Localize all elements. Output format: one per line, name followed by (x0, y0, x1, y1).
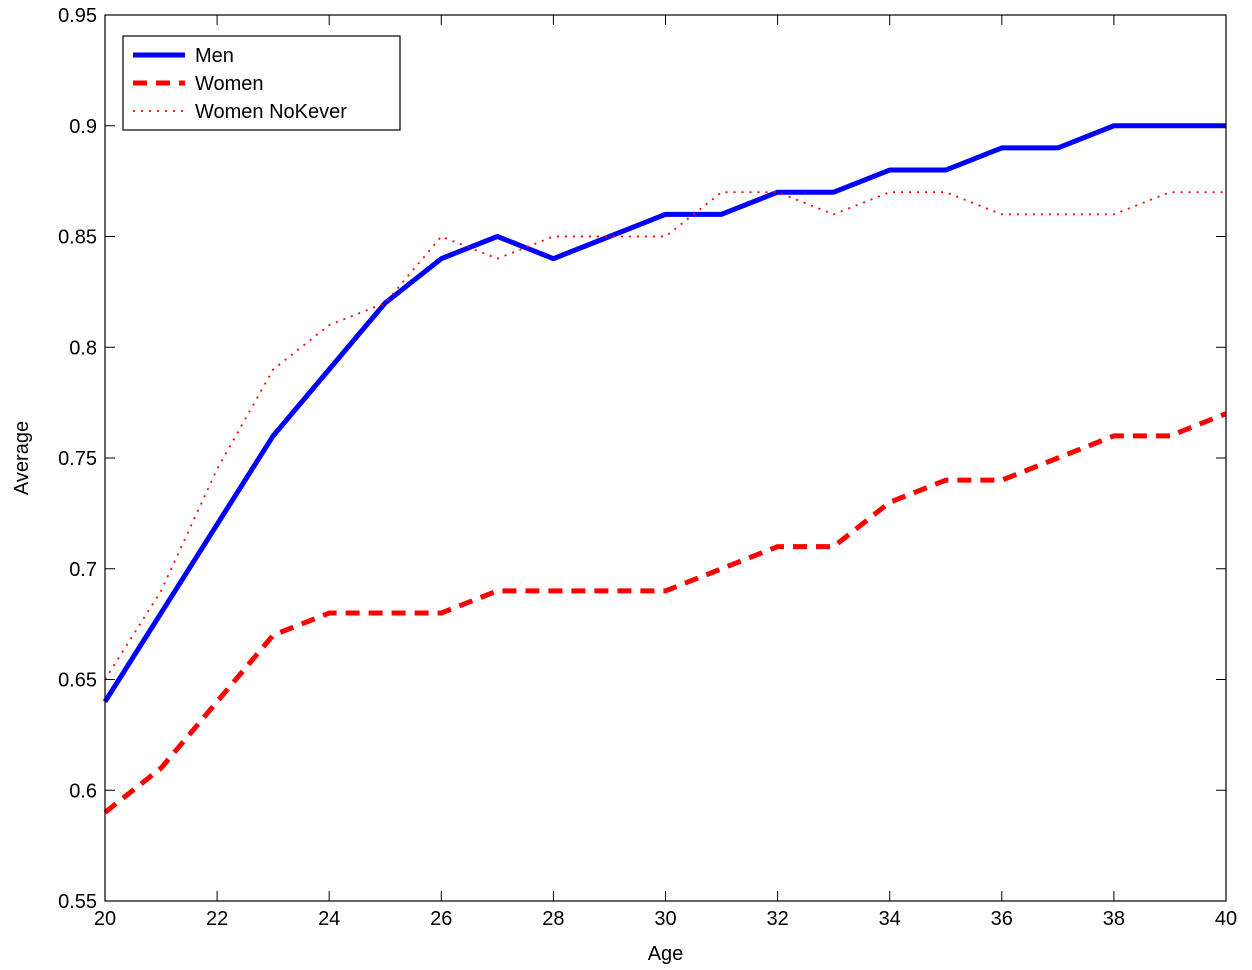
x-tick-label: 32 (766, 908, 788, 930)
y-tick-label: 0.7 (69, 559, 97, 581)
x-tick-label: 20 (94, 908, 116, 930)
y-tick-label: 0.75 (58, 448, 97, 470)
y-tick-label: 0.65 (58, 670, 97, 692)
plot-area (105, 15, 1226, 901)
legend-box (122, 35, 401, 131)
legend: Men Women Women NoKever (122, 35, 401, 131)
y-tick-label: 0.95 (58, 5, 97, 27)
x-tick-label: 24 (318, 908, 340, 930)
series-line-women-nokever (104, 191, 1226, 680)
y-tick-label: 0.8 (69, 337, 97, 359)
x-tick-label: 22 (206, 908, 228, 930)
legend-label: Men (195, 45, 234, 67)
y-tick-label: 0.85 (58, 227, 97, 249)
x-tick-label: 28 (542, 908, 564, 930)
x-axis-label: Age (648, 943, 684, 965)
series-layer (102, 123, 1227, 815)
x-tick-label: 30 (654, 908, 676, 930)
x-tick-label: 26 (430, 908, 452, 930)
series-line-men (102, 123, 1226, 703)
x-tick-label: 38 (1103, 908, 1125, 930)
y-axis-label: Average (11, 421, 33, 495)
legend-label: Women NoKever (195, 101, 347, 123)
x-tick-label: 34 (879, 908, 901, 930)
ticks-layer: 20 22 24 26 28 30 32 34 36 38 40 0.55 0.6 0.65 0.7 0.75… (58, 5, 1237, 930)
series-line-women (103, 411, 1227, 815)
x-tick-label: 40 (1215, 908, 1237, 930)
legend-label: Women (195, 73, 264, 95)
y-tick-label: 0.9 (69, 116, 97, 138)
y-tick-label: 0.6 (69, 780, 97, 802)
y-tick-label: 0.55 (58, 891, 97, 913)
x-tick-label: 36 (991, 908, 1013, 930)
